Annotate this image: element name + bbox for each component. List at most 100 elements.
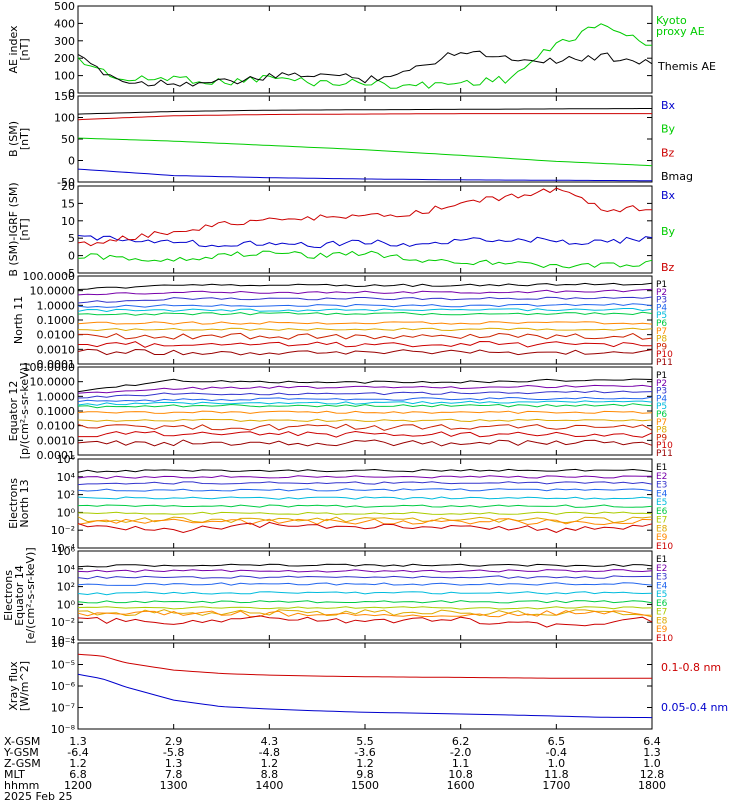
panel-5-series-p1 [77,378,653,393]
panel-6-series-e10 [77,521,653,534]
orbit-cell: 1.0 [643,757,661,770]
panel-5-series-p11 [77,439,653,447]
panel-4-ytick-label: 1.0000 [37,299,76,312]
orbit-cell: 11.8 [544,768,569,781]
orbit-row-label: MLT [4,768,25,781]
panel-7-ytick-label: 10² [57,581,75,594]
panel-7-ylabel: Equator 14 [13,565,26,626]
panel-4-legend-p7: P7 [656,327,667,337]
panel-2-series-bmag [77,108,652,115]
panel-5-ytick-label: 0.0010 [37,434,76,447]
panel-4-series-p8 [77,327,653,332]
panel-5-ytick-label: 0.1000 [37,405,76,418]
panel-7-ytick-label: 10⁰ [57,598,76,611]
panel-6-series-e4 [77,488,653,492]
panel-5-legend-p9: P9 [656,433,667,443]
orbit-cell: 1500 [351,779,379,792]
orbit-cell: 1300 [160,779,188,792]
panel-8-ytick-label: 10⁻⁸ [51,723,76,736]
panel-6-legend-e9: E9 [656,533,668,543]
panel-7-ytick-label: 10⁶ [57,545,76,558]
orbit-cell: -3.6 [354,746,375,759]
ae-legend-kyoto: proxy AE [656,25,705,38]
panel-7-legend-e6: E6 [656,599,668,609]
panel-3-legend-bx: Bx [661,189,676,202]
panel-1-ylabel: AE index [7,25,20,74]
panel-2-legend-bx: Bx [661,99,676,112]
panel-6-legend-e6: E6 [656,507,668,517]
panel-4-series-p2 [77,288,653,296]
panel-5-ylabel: Equator 12 [7,381,20,442]
panel-4-legend-p3: P3 [656,296,667,306]
panel-2-ytick-label: 50 [61,133,75,146]
panel-2-ytick-label: 150 [54,90,75,103]
orbit-cell: 1400 [255,779,283,792]
panel-6-legend-e1: E1 [656,463,667,473]
panel-6-legend-e10: E10 [656,542,673,552]
panel-4-ytick-label: 100.0000 [23,270,76,283]
panel-4-ytick-label: 10.0000 [30,285,76,298]
panel-7-ytick-label: 10⁴ [57,563,76,576]
panel-6-series-e5 [77,496,653,500]
panel-5-series-p6 [77,403,653,409]
orbit-cell: -6.4 [67,746,88,759]
panel-3-legend-by: By [661,225,676,238]
orbit-cell: 1.2 [69,757,87,770]
panel-4-series-p11 [77,348,653,356]
panel-5-ytick-label: 10.0000 [30,376,76,389]
panel-4-legend-p1: P1 [656,280,667,290]
panel-7-ylabel: [e/(cm²-s-sr-keV)] [24,547,37,643]
orbit-date: 2025 Feb 25 [4,790,72,800]
panel-5-series-p9 [77,423,653,431]
panel-7-series-e10 [77,615,653,628]
orbit-cell: 1.1 [452,757,470,770]
panel-5-legend-p11: P11 [656,449,673,459]
panel-4-series-p5 [77,308,653,313]
panel-5-legend-p8: P8 [656,426,667,436]
panel-5-series-p3 [77,390,653,399]
panel-4-ytick-label: 0.0010 [37,343,76,356]
panel-7-series-e9 [77,610,653,618]
panel-8-ytick-label: 10⁻⁷ [51,702,75,715]
panel-8-legend-0-05-0-4-nm: 0.05-0.4 nm [661,701,728,714]
panel-4-ylabel: North 11 [12,296,25,344]
orbit-row-label: Y-GSM [3,746,39,759]
panel-2-legend-bz: Bz [661,146,675,159]
panel-2-series-by [77,137,653,167]
panel-5-ylabel: [p/(cm²-s-sr-keV)] [18,363,31,460]
orbit-cell: 10.8 [448,768,473,781]
panel-2-legend-by: By [661,123,676,136]
orbit-cell: 1.2 [261,757,279,770]
orbit-cell: 6.5 [548,735,566,748]
panel-4-legend-p11: P11 [656,358,673,368]
panel-6-legend-e7: E7 [656,516,667,526]
panel-5-series-p7 [77,410,653,414]
ae-legend-kyoto: Kyoto [656,14,687,27]
panel-5-ytick-label: 0.0001 [37,449,76,462]
panel-4-series-p6 [77,311,653,316]
panel-3-series-bz [77,187,653,247]
panel-6-ytick-label: 10⁻⁴ [51,542,76,555]
panel-3-ytick-label: 15 [61,197,75,210]
panel-4-legend-p6: P6 [656,319,667,329]
panel-5-legend-p6: P6 [656,410,667,420]
orbit-row-label: X-GSM [4,735,40,748]
panel-4-ytick-label: 0.1000 [37,314,76,327]
orbit-cell: 1.3 [69,735,87,748]
panel-1-ytick-label: 0 [68,87,75,100]
panel-7-series-e2 [77,569,653,573]
orbit-cell: 1.3 [643,746,661,759]
panel-2-ytick-label: 100 [54,112,75,125]
orbit-cell: 1.0 [548,757,566,770]
panel-2-ylabel: [nT] [18,128,31,150]
panel-3-series-bx [77,235,653,249]
panel-4-legend-p5: P5 [656,311,667,321]
panel-7-legend-e4: E4 [656,581,668,591]
panel-5-legend-p3: P3 [656,387,667,397]
panel-4-ytick-label: 0.0001 [37,358,76,371]
panel-7-ytick-label: 10⁻² [51,616,75,629]
panel-6-ylabel: North 13 [18,479,31,527]
panel-3-ytick-label: -5 [64,267,75,280]
panel-5-series-p5 [77,400,653,406]
orbit-cell: 1.3 [165,757,183,770]
